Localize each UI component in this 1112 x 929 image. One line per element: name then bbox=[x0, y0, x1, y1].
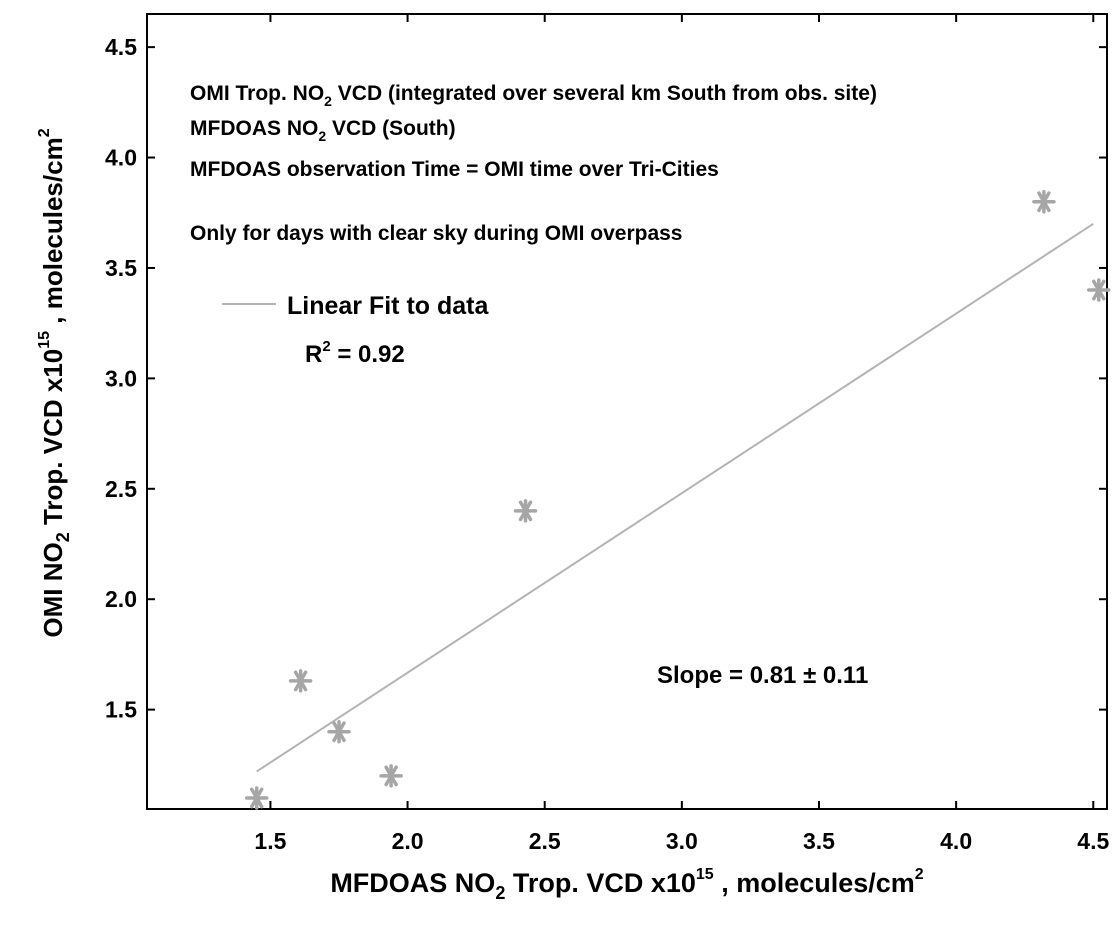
x-tick-label: 1.5 bbox=[254, 828, 286, 854]
data-points bbox=[244, 189, 1111, 810]
x-tick-label: 4.5 bbox=[1077, 828, 1109, 854]
x-tick-labels: 1.5 2.0 2.5 3.0 3.5 4.0 4.5 bbox=[254, 828, 1109, 854]
y-tick-label: 2.0 bbox=[105, 586, 137, 612]
y-tick-label: 3.0 bbox=[105, 365, 137, 391]
x-tick-label: 3.0 bbox=[666, 828, 698, 854]
plot-area bbox=[146, 13, 1108, 810]
r-squared-label: R2 = 0.92 bbox=[305, 338, 405, 368]
y-tick-label: 1.5 bbox=[105, 697, 137, 723]
slope-label: Slope = 0.81 ± 0.11 bbox=[657, 662, 868, 689]
legend-label: Linear Fit to data bbox=[287, 292, 490, 320]
data-point bbox=[288, 669, 313, 693]
annotation-line-1: OMI Trop. NO2 VCD (integrated over sever… bbox=[190, 82, 877, 109]
y-tick-label: 4.5 bbox=[105, 34, 137, 60]
axis-ticks bbox=[147, 14, 1107, 809]
y-tick-label: 2.5 bbox=[105, 476, 137, 502]
annotation-line-4: Only for days with clear sky during OMI … bbox=[190, 222, 683, 245]
data-point bbox=[379, 764, 403, 788]
data-point bbox=[513, 499, 538, 523]
x-tick-label: 2.0 bbox=[392, 828, 424, 854]
y-tick-label: 4.0 bbox=[105, 145, 137, 171]
x-tick-label: 3.5 bbox=[803, 828, 835, 854]
annotation-line-2: MFDOAS NO2 VCD (South) bbox=[190, 117, 456, 144]
annotation-line-3: MFDOAS observation Time = OMI time over … bbox=[190, 158, 719, 181]
y-axis-label: OMI NO2 Trop. VCD x1015 , molecules/cm2 bbox=[36, 128, 73, 637]
y-tick-labels: 1.5 2.0 2.5 3.0 3.5 4.0 4.5 bbox=[105, 34, 137, 723]
y-tick-label: 3.5 bbox=[105, 255, 137, 281]
data-point bbox=[244, 786, 269, 810]
data-point bbox=[1032, 189, 1056, 214]
fit-line bbox=[256, 222, 1094, 773]
data-point bbox=[327, 719, 351, 744]
x-tick-label: 2.5 bbox=[529, 828, 561, 854]
data-point bbox=[1087, 278, 1111, 302]
x-axis-label: MFDOAS NO2 Trop. VCD x1015 , molecules/c… bbox=[330, 866, 923, 903]
x-tick-label: 4.0 bbox=[940, 828, 972, 854]
